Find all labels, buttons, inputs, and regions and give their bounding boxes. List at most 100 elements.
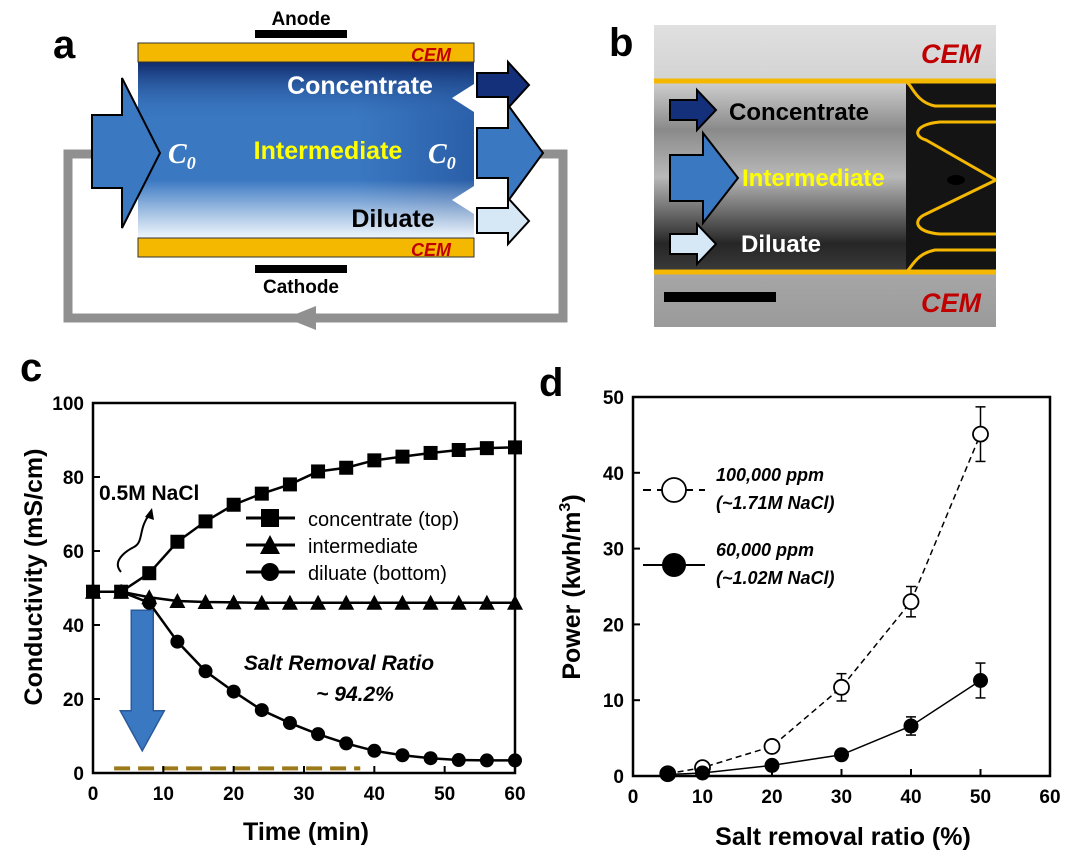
data-point-intermediate [197, 594, 214, 610]
data-point-concentrate [226, 497, 241, 512]
feed-arrowhead [145, 508, 154, 520]
chart-d-xtick-label: 40 [900, 787, 921, 808]
chart-d-xtick-label: 0 [628, 787, 639, 808]
legend-marker-intermediate [260, 535, 280, 554]
chart-c-xlabel: Time (min) [243, 818, 369, 846]
panel-b: b Concentrate Intermediate Diluate CEM C… [609, 21, 997, 327]
chart-c-xtick-label: 40 [364, 784, 385, 805]
chart-c-ytick-label: 100 [52, 394, 84, 415]
data-point-60000-ppm [764, 757, 780, 773]
legend-marker-60000-ppm [662, 553, 686, 577]
chart-d-xtick-label: 10 [692, 787, 713, 808]
removal-ratio-label: Salt Removal Ratio [244, 652, 434, 675]
data-point-concentrate [282, 477, 297, 492]
data-point-intermediate [478, 594, 495, 610]
chart-c-xtick-label: 10 [153, 784, 174, 805]
anode-label: Anode [271, 9, 330, 30]
chart-c-series [85, 440, 523, 771]
intermediate-label-a: Intermediate [254, 137, 403, 165]
data-point-diluate [395, 748, 410, 763]
flow-arrow-intermediate-b [669, 130, 740, 226]
data-point-intermediate [450, 594, 467, 610]
data-point-diluate [339, 736, 354, 751]
cem-bottom-label-b: CEM [921, 288, 982, 318]
legend-marker-concentrate [261, 509, 279, 527]
data-point-concentrate [395, 449, 410, 464]
anode-electrode [255, 30, 347, 38]
data-point-intermediate [394, 594, 411, 610]
data-point-diluate [282, 716, 297, 731]
chart-d-axes: 0 10 20 30 40 50 60 0 10 20 30 40 50 [603, 388, 1061, 808]
chart-c-xtick-label: 20 [223, 784, 244, 805]
c0-inlet-label: C0 [168, 139, 196, 173]
diluate-zone [138, 180, 474, 238]
chart-c-xtick-label: 50 [434, 784, 455, 805]
flow-arrow-concentrate-b [669, 87, 718, 133]
outlet-arrow-diluate [476, 195, 531, 247]
outlet-splitter-bottom [452, 186, 474, 214]
data-point-diluate [114, 584, 129, 599]
chart-d-ytick-label: 50 [603, 388, 624, 409]
data-point-concentrate [423, 445, 438, 460]
legend-label-60000-ppm: 60,000 ppm [716, 540, 814, 560]
data-point-intermediate [310, 594, 327, 610]
data-point-60000-ppm [973, 672, 988, 688]
data-point-100000-ppm [763, 738, 781, 755]
legend-label-diluate: diluate (bottom) [308, 563, 447, 585]
intermediate-label-b: Intermediate [742, 165, 885, 192]
cathode-electrode [255, 265, 347, 273]
desalination-arrow [118, 609, 166, 753]
data-point-60000-ppm [660, 766, 676, 782]
data-point-diluate [367, 743, 382, 758]
data-point-100000-ppm [902, 593, 920, 611]
data-point-intermediate [253, 594, 270, 610]
cem-top-label-b: CEM [921, 39, 982, 69]
panel-d: d 0 10 20 30 40 50 60 0 10 20 30 40 50 Salt removal … [539, 361, 1061, 851]
chart-c-legend: concentrate (top) intermediate diluate (bo… [246, 509, 459, 585]
chart-d-ylabel: Power (kwh/m3) [557, 494, 586, 679]
removal-ratio-value: ~ 94.2% [316, 683, 394, 706]
data-point-100000-ppm [972, 425, 989, 443]
data-point-diluate [170, 634, 185, 649]
series-line-concentrate [93, 446, 516, 593]
outlet-arrow-intermediate [476, 101, 545, 205]
legend-label-intermediate: intermediate [308, 536, 418, 558]
concentrate-label-b: Concentrate [729, 99, 869, 126]
loop-arrow-head [286, 306, 316, 330]
data-point-intermediate [225, 594, 242, 610]
data-point-concentrate [339, 460, 354, 475]
data-point-diluate [479, 753, 494, 768]
data-point-intermediate [169, 592, 186, 608]
legend-note-60000-ppm: (~1.02M NaCl) [716, 568, 835, 588]
legend-marker-100000-ppm [661, 477, 687, 503]
panel-c: c 0 10 20 30 40 50 60 0 20 40 60 80 100 Time (min) C… [20, 346, 526, 846]
chart-c-axes: 0 10 20 30 40 50 60 0 20 40 60 80 100 [52, 394, 525, 805]
chart-d-xtick-label: 30 [831, 787, 852, 808]
cem-top-membrane [137, 42, 475, 63]
cem-top-label-a: CEM [411, 45, 452, 65]
scale-bar [664, 292, 776, 302]
data-point-concentrate [254, 486, 269, 501]
feed-annotation: 0.5M NaCl [99, 482, 199, 505]
diluate-label-b: Diluate [741, 231, 821, 258]
chart-d-ytick-label: 10 [603, 691, 624, 712]
data-point-intermediate [338, 594, 355, 610]
chart-d-series [659, 406, 989, 783]
cem-bottom-label-a: CEM [411, 240, 452, 260]
chart-d-xlabel: Salt removal ratio (%) [715, 823, 971, 851]
series-line-diluate [93, 590, 515, 762]
chart-c-ytick-label: 20 [63, 690, 84, 711]
data-point-concentrate [479, 441, 494, 456]
cathode-label: Cathode [263, 277, 339, 298]
data-point-diluate [451, 753, 466, 768]
chart-d-ytick-label: 20 [603, 615, 624, 636]
diluate-label-a: Diluate [351, 205, 434, 233]
series-line-intermediate [93, 590, 515, 605]
chart-d-ytick-label: 0 [613, 767, 624, 788]
chart-c-xtick-label: 0 [88, 784, 99, 805]
data-point-diluate [423, 751, 438, 766]
feed-squiggle-arrow [116, 513, 151, 573]
data-point-concentrate [367, 453, 382, 468]
series-line-60000-ppm [667, 679, 981, 776]
